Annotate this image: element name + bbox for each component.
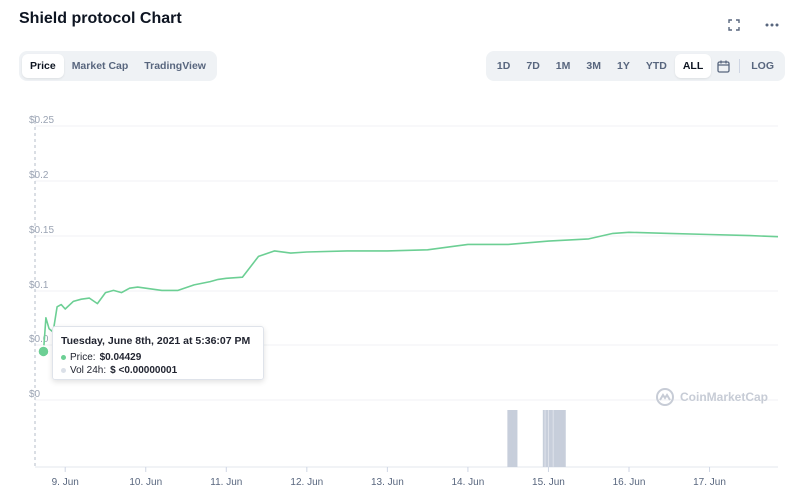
tooltip-price-row: Price: $0.04429: [61, 351, 255, 364]
volume-bar: [516, 410, 518, 467]
volume-bar: [551, 410, 553, 467]
range-1m-button[interactable]: 1M: [555, 60, 571, 72]
chart-type-tabs: Price Market Cap TradingView: [19, 51, 217, 81]
x-tick-label: 15. Jun: [532, 477, 565, 488]
volume-bar: [511, 410, 513, 467]
x-tick-label: 13. Jun: [371, 477, 404, 488]
volume-bar: [508, 410, 511, 467]
range-7d-button[interactable]: 7D: [526, 60, 540, 72]
tooltip-volume-value: $ <0.00000001: [110, 365, 178, 376]
volume-bar: [550, 410, 552, 467]
volume-bar: [514, 410, 516, 467]
volume-bar: [509, 410, 511, 467]
volume-legend-dot: [61, 368, 66, 373]
tooltip-date: Tuesday, June 8th, 2021 at 5:36:07 PM: [61, 335, 251, 347]
x-tick-label: 10. Jun: [129, 477, 162, 488]
volume-bar: [513, 410, 516, 467]
log-scale-button[interactable]: LOG: [751, 60, 774, 72]
x-tick-label: 9. Jun: [52, 477, 79, 488]
y-axis-labels: $0.25 $0.2 $0.15 $0.1 $0.0 $0: [29, 115, 54, 400]
volume-bar: [558, 410, 561, 467]
volume-bar: [545, 410, 547, 467]
volume-bar: [561, 410, 563, 467]
price-legend-dot: [61, 355, 66, 360]
x-tick-label: 17. Jun: [693, 477, 726, 488]
volume-bar: [559, 410, 561, 467]
gridlines: [35, 125, 778, 468]
x-tick-label: 14. Jun: [452, 477, 485, 488]
tooltip-price-label: Price:: [70, 352, 96, 363]
volume-bar: [546, 410, 548, 467]
volume-bar: [515, 410, 517, 467]
chart-actions: [724, 15, 782, 35]
range-divider: [739, 59, 741, 73]
range-ytd-button[interactable]: YTD: [645, 60, 667, 72]
volume-bar: [550, 410, 553, 467]
volume-bar: [556, 410, 558, 467]
volume-bar: [563, 410, 565, 467]
x-tick-label: 12. Jun: [290, 477, 323, 488]
range-1y-button[interactable]: 1Y: [616, 60, 630, 72]
volume-bar: [507, 410, 509, 467]
volume-bar: [548, 410, 550, 467]
more-options-icon[interactable]: [762, 15, 782, 35]
hover-point: [37, 345, 50, 358]
volume-bar: [546, 410, 549, 467]
x-tick-label: 16. Jun: [613, 477, 646, 488]
y-tick-label: $0.1: [29, 280, 49, 291]
volume-bar: [554, 410, 556, 467]
x-tick-label: 11. Jun: [210, 477, 242, 488]
calendar-icon[interactable]: [711, 54, 736, 78]
volume-bar: [557, 410, 559, 467]
volume-bar: [564, 410, 566, 467]
range-3m-button[interactable]: 3M: [586, 60, 601, 72]
tab-price[interactable]: Price: [22, 54, 64, 78]
volume-bars: [507, 410, 566, 467]
y-tick-label: $0.15: [29, 225, 54, 236]
range-selector: 1D 7D 1M 3M 1Y YTD ALL LOG: [485, 51, 785, 81]
volume-bar: [562, 410, 565, 467]
y-tick-label: $0.25: [29, 115, 54, 126]
price-tooltip: Tuesday, June 8th, 2021 at 5:36:07 PM Pr…: [52, 326, 264, 380]
watermark-text: CoinMarketCap: [680, 390, 769, 404]
tooltip-volume-row: Vol 24h: $ <0.00000001: [61, 364, 255, 377]
volume-bar: [543, 410, 545, 467]
volume-bar: [510, 410, 512, 467]
volume-bar: [512, 410, 514, 467]
volume-bar: [553, 410, 555, 467]
volume-bar: [560, 410, 562, 467]
tab-market-cap[interactable]: Market Cap: [71, 60, 129, 72]
tooltip-volume-label: Vol 24h:: [70, 365, 107, 376]
volume-bar: [555, 410, 557, 467]
page-title: Shield protocol Chart: [19, 10, 182, 27]
volume-bar: [542, 410, 545, 467]
range-all-button[interactable]: ALL: [674, 54, 712, 78]
tab-tradingview[interactable]: TradingView: [144, 60, 206, 72]
x-axis-labels: 9. Jun 10. Jun 11. Jun 12. Jun 13. Jun 14. Ju…: [52, 467, 726, 488]
tooltip-price-value: $0.04429: [99, 352, 142, 363]
price-series-line: [42, 231, 779, 352]
coinmarketcap-logo-icon: [656, 388, 674, 406]
y-tick-label: $0.0: [29, 334, 49, 345]
volume-bar: [513, 410, 515, 467]
volume-bar: [549, 410, 551, 467]
volume-bar: [508, 410, 510, 467]
fullscreen-icon[interactable]: [724, 15, 744, 35]
volume-bar: [558, 410, 560, 467]
volume-bar: [562, 410, 564, 467]
range-1d-button[interactable]: 1D: [496, 60, 511, 72]
y-tick-label: $0: [29, 389, 41, 400]
coinmarketcap-watermark: CoinMarketCap: [655, 387, 768, 407]
volume-bar: [554, 410, 557, 467]
y-tick-label: $0.2: [29, 170, 49, 181]
